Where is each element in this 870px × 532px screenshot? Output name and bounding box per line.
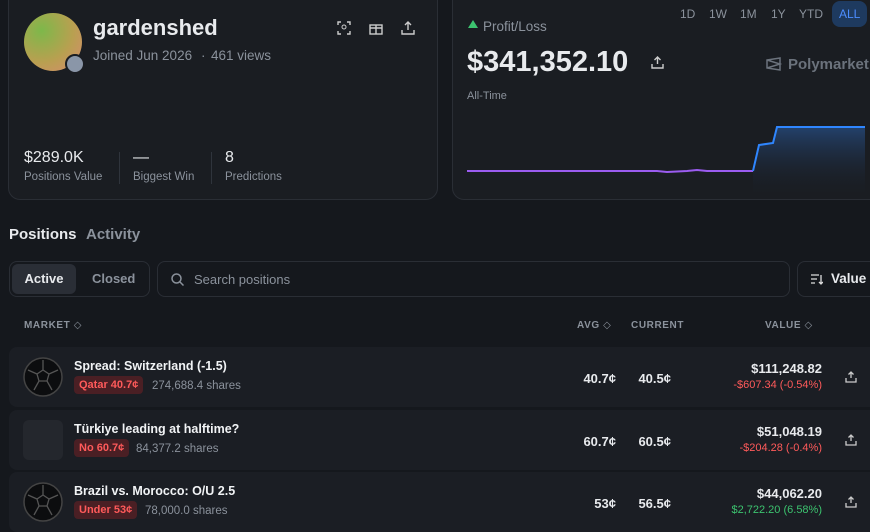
share-button[interactable]	[845, 434, 857, 446]
value: $44,062.20	[756, 486, 822, 501]
current-price: 56.5¢	[638, 496, 671, 511]
stat-value: 8	[225, 149, 234, 166]
up-arrow	[468, 20, 478, 28]
change: $2,722.20 (6.58%)	[731, 504, 822, 516]
current-price: 40.5¢	[638, 371, 671, 386]
change: -$607.34 (-0.54%)	[733, 379, 822, 391]
range-button[interactable]: 1W	[709, 7, 727, 21]
badge-icon	[65, 54, 85, 74]
outcome-badge: Under 53¢	[74, 501, 138, 519]
shares: 84,377.2 shares	[136, 443, 219, 455]
avg-price: 53¢	[594, 496, 616, 511]
filter-button[interactable]: Closed	[92, 271, 136, 286]
tab[interactable]: Activity	[86, 226, 141, 243]
market-icon	[23, 420, 63, 460]
market-icon	[23, 482, 63, 522]
market-icon	[23, 357, 63, 397]
pnl-label: Profit/Loss	[483, 19, 547, 34]
avg-price: 40.7¢	[583, 371, 616, 386]
separator: ·	[201, 48, 206, 63]
pnl-chart	[467, 126, 865, 199]
views: 461 views	[211, 48, 272, 63]
column-label: VALUE	[765, 320, 802, 331]
filter-button[interactable]: Active	[12, 264, 76, 294]
position-row[interactable]: Brazil vs. Morocco: O/U 2.5 Under 53¢ 78…	[9, 472, 870, 532]
period: All-Time	[467, 90, 507, 102]
outcome-badge: No 60.7¢	[74, 439, 130, 457]
shares: 274,688.4 shares	[152, 380, 241, 392]
column-header: AVG ◇	[577, 320, 612, 331]
brand-logo	[766, 57, 782, 71]
range-button[interactable]: ALL	[832, 1, 868, 27]
search-box[interactable]: Search positions	[157, 261, 790, 297]
market-title: Türkiye leading at halftime?	[74, 422, 240, 436]
stat-value: $289.0K	[24, 149, 84, 166]
divider	[211, 152, 212, 184]
column-label: AVG	[577, 320, 600, 331]
sort-label: Value	[831, 271, 867, 286]
username: gardenshed	[93, 15, 218, 40]
share-button[interactable]	[651, 56, 664, 69]
shares: 78,000.0 shares	[145, 505, 228, 517]
stat-label: Positions Value	[24, 171, 103, 183]
search-icon	[171, 273, 184, 286]
range-button[interactable]: 1Y	[771, 7, 786, 21]
share-button[interactable]	[401, 21, 415, 35]
position-row[interactable]: Türkiye leading at halftime? No 60.7¢ 84…	[9, 410, 870, 470]
pnl-value: $341,352.10	[467, 46, 629, 78]
gift-button[interactable]	[369, 21, 383, 35]
sort-button[interactable]: Value	[797, 261, 870, 297]
tab[interactable]: Positions	[9, 226, 77, 243]
change: -$204.28 (-0.4%)	[739, 442, 822, 454]
range-button[interactable]: 1D	[680, 7, 696, 21]
range-button[interactable]: 1M	[740, 7, 757, 21]
position-row[interactable]: Spread: Switzerland (-1.5) Qatar 40.7¢ 2…	[9, 347, 870, 407]
stat-label: Predictions	[225, 171, 282, 183]
sort-icon	[811, 274, 823, 285]
joined: Joined Jun 2026	[93, 48, 193, 63]
market-title: Brazil vs. Morocco: O/U 2.5	[74, 484, 236, 498]
avg-price: 60.7¢	[583, 434, 616, 449]
divider	[119, 152, 120, 184]
profile-card: gardenshed Joined Jun 2026 · 461 views $…	[8, 0, 438, 200]
filter-group: Active Closed	[9, 261, 150, 297]
market-title: Spread: Switzerland (-1.5)	[74, 359, 227, 373]
column-header: VALUE ◇	[765, 320, 813, 331]
column-header: MARKET ◇	[24, 320, 83, 331]
value: $51,048.19	[756, 424, 822, 439]
brand: Polymarket	[788, 56, 869, 73]
pnl-card: Profit/Loss $341,352.10 All-Time Polymar…	[452, 0, 870, 200]
range-button[interactable]: YTD	[799, 7, 823, 21]
outcome-badge: Qatar 40.7¢	[74, 376, 144, 394]
column-label: MARKET	[24, 320, 71, 331]
scan-button[interactable]	[337, 21, 351, 35]
share-button[interactable]	[845, 371, 857, 383]
stat-value: —	[133, 149, 149, 166]
current-price: 60.5¢	[638, 434, 671, 449]
share-button[interactable]	[845, 496, 857, 508]
stat-label: Biggest Win	[133, 171, 195, 183]
column-header: CURRENT	[631, 320, 685, 331]
search-placeholder: Search positions	[194, 272, 291, 287]
value: $111,248.82	[751, 361, 822, 376]
